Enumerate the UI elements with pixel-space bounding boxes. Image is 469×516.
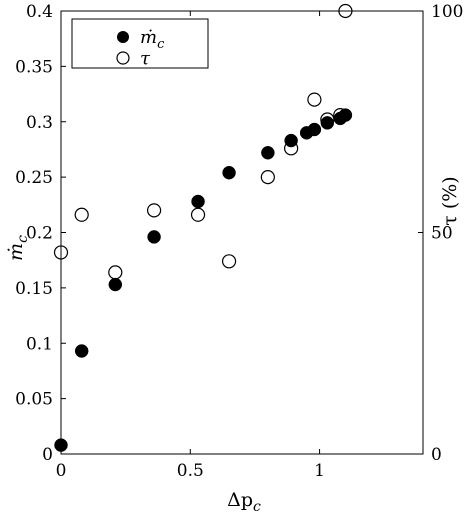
tau-point [260, 170, 275, 185]
y-axis-right-title: τ (%) [439, 176, 461, 225]
y-left-tick-label: 0.05 [15, 390, 53, 410]
mdot-point [320, 116, 335, 130]
axis-ticks [60, 10, 423, 455]
y-left-tick-label: 0.25 [15, 168, 53, 188]
legend-marker-open [116, 51, 130, 65]
legend-marker-filled [117, 31, 129, 43]
mdot-point [191, 194, 205, 209]
axis-tick-labels: 0 0.5 1 0 0.05 0.1 0.15 0.2 0.25 0.3 0.35 0.4 0 50 100 [15, 2, 463, 481]
mdot-point [307, 122, 322, 137]
legend: ṁc τ [71, 18, 209, 69]
tau-point [320, 112, 335, 127]
y-right-tick-label: 0 [431, 445, 442, 465]
y-left-tick-label: 0 [42, 445, 53, 465]
x-tick-label: 0 [56, 461, 67, 481]
mdot-point [54, 438, 68, 452]
legend-label-mdot: ṁc [140, 27, 165, 52]
tau-point [284, 141, 299, 156]
y-left-tick-label: 0.15 [15, 279, 53, 299]
mdot-point [222, 165, 236, 180]
legend-box [71, 18, 209, 69]
mdot-point [284, 133, 298, 148]
mdot-point [74, 344, 89, 358]
x-axis-title: Δpc [227, 489, 261, 515]
y-right-tick-label: 50 [431, 224, 453, 244]
tau-point [333, 108, 348, 123]
y-right-tick-label: 100 [431, 2, 463, 22]
tau-point [307, 92, 322, 107]
y-left-tick-label: 0.2 [26, 224, 53, 244]
tau-point [338, 3, 353, 19]
y-left-tick-label: 0.1 [26, 334, 53, 354]
y-left-tick-label: 0.35 [15, 57, 53, 77]
mdot-point [261, 146, 275, 160]
legend-label-tau: τ [140, 48, 151, 69]
tau-point [74, 207, 89, 222]
y-left-tick-label: 0.4 [26, 2, 53, 22]
tau-point [53, 245, 69, 260]
x-tick-label: 0.5 [177, 461, 204, 481]
tau-point [221, 254, 237, 269]
mdot-point [338, 108, 353, 122]
mdot-point [147, 230, 161, 244]
plot-frame [60, 10, 424, 455]
y-axis-left-title: ṁc [5, 235, 31, 261]
data-points [53, 3, 353, 452]
y-left-tick-label: 0.3 [26, 113, 53, 133]
tau-point [108, 265, 123, 280]
mdot-point [108, 277, 123, 292]
tau-point [146, 203, 162, 218]
tau-point [190, 207, 206, 222]
x-tick-label: 1 [314, 461, 325, 481]
